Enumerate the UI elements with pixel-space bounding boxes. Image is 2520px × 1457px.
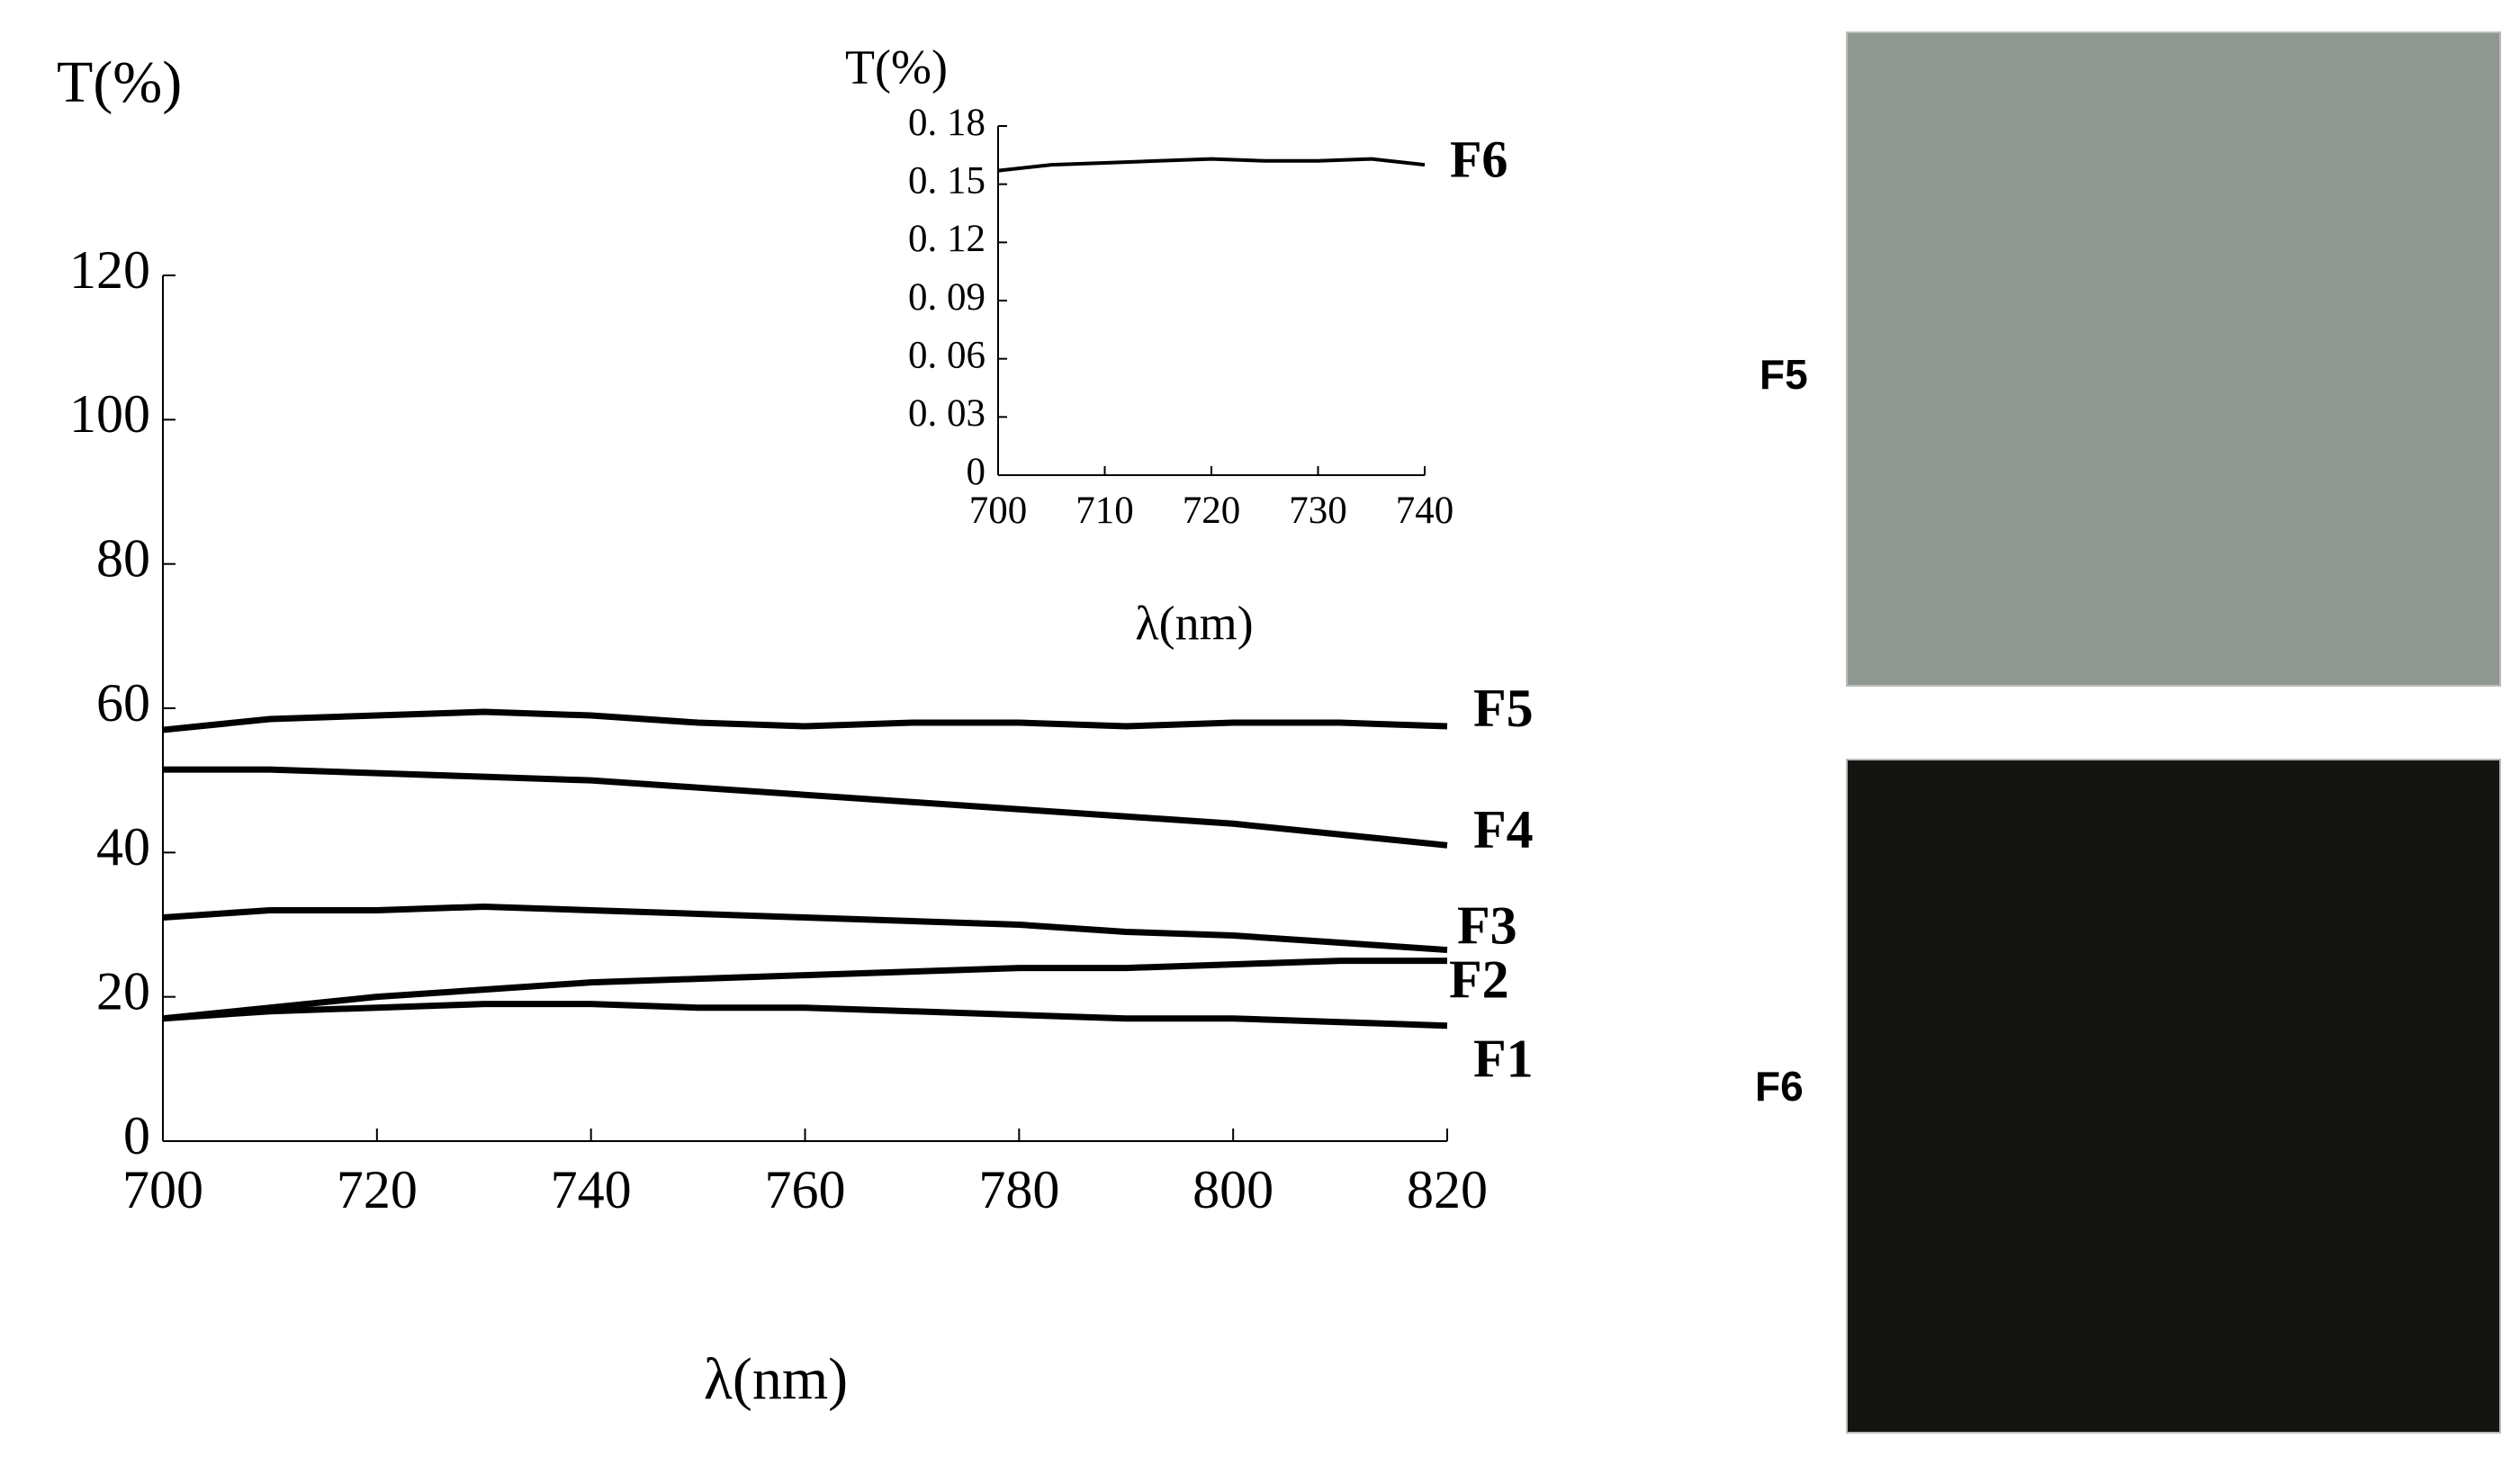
y-tick-label: 0 [123,1106,150,1165]
data-line [163,766,1448,849]
y-axis-title: T(%) [57,49,182,115]
data-line [162,708,1448,733]
y-tick-label: 0. 03 [908,392,986,435]
x-axis-title: λ(nm) [704,1346,848,1412]
x-tick-label: 700 [969,490,1028,532]
sample-photo [1846,759,2501,1434]
series-label: F3 [1457,895,1517,955]
series-label: F5 [1473,679,1534,738]
y-tick-label: 0. 18 [908,102,986,144]
y-tick-label: 0. 09 [908,276,986,319]
sample-label: F5 [1760,351,1808,398]
x-tick-label: 760 [765,1160,846,1219]
data-line [162,958,1447,1022]
series-label: F1 [1473,1029,1534,1088]
sample-photo [1846,31,2501,687]
series-label: F2 [1449,949,1509,1009]
y-tick-label: 60 [96,673,150,733]
x-tick-label: 740 [1396,490,1454,532]
x-tick-label: 740 [551,1160,632,1219]
x-tick-label: 800 [1192,1160,1274,1219]
x-tick-label: 720 [337,1160,418,1219]
y-tick-label: 0. 12 [908,218,986,260]
series-label: F4 [1473,800,1534,859]
y-tick-label: 0 [967,451,986,493]
x-tick-label: 780 [978,1160,1059,1219]
x-tick-label: 700 [122,1160,203,1219]
x-tick-label: 720 [1183,490,1241,532]
x-tick-label: 730 [1289,490,1347,532]
y-tick-label: 0. 06 [908,335,986,377]
data-line [162,1001,1448,1030]
y-tick-label: 80 [96,528,150,588]
y-tick-label: 100 [69,384,150,444]
sample-label: F6 [1755,1063,1804,1110]
y-tick-label: 20 [96,961,150,1021]
y-tick-label: 40 [96,817,150,877]
series-label: F6 [1450,130,1508,188]
x-tick-label: 710 [1076,490,1134,532]
data-line [997,157,1426,173]
x-tick-label: 820 [1407,1160,1488,1219]
x-axis-title: λ(nm) [1135,596,1253,650]
y-axis-title: T(%) [845,40,948,94]
y-tick-label: 120 [69,240,150,300]
y-tick-label: 0. 15 [908,160,986,202]
data-line [162,903,1448,954]
